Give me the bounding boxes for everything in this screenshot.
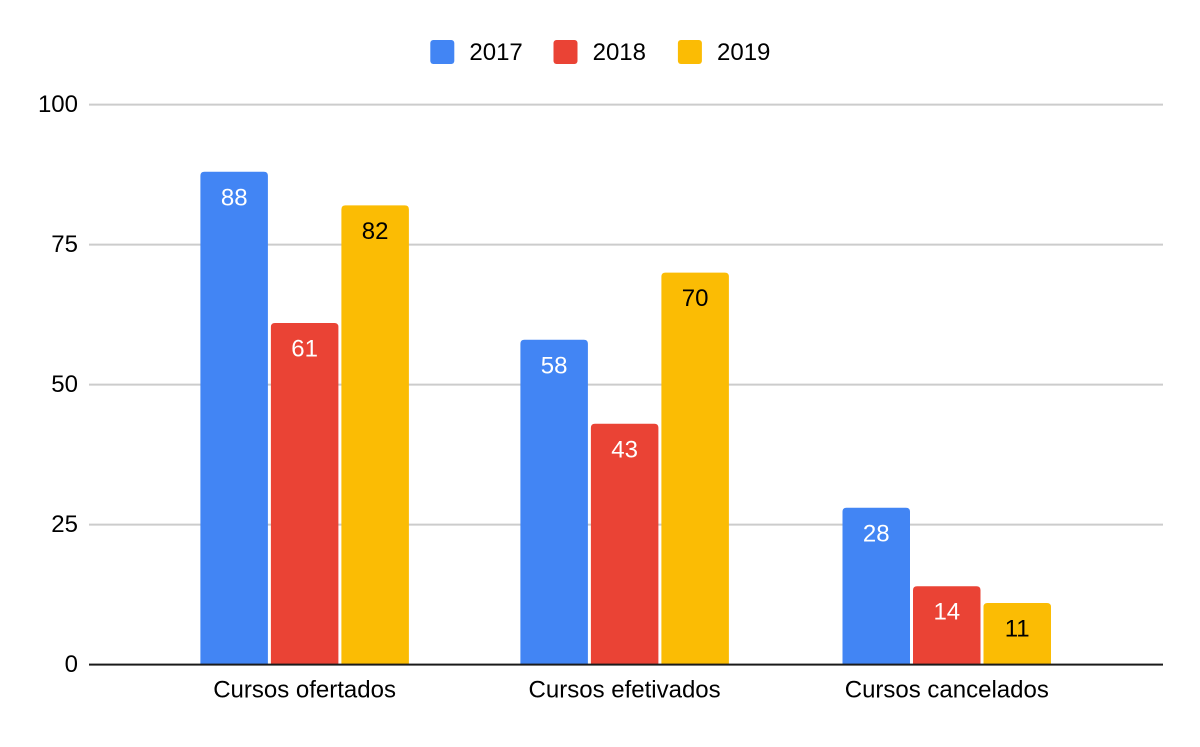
- svg-text:43: 43: [611, 436, 638, 463]
- svg-text:2017: 2017: [469, 39, 522, 66]
- svg-text:70: 70: [682, 285, 709, 312]
- svg-text:28: 28: [863, 520, 890, 547]
- svg-text:50: 50: [51, 371, 78, 398]
- svg-text:11: 11: [1005, 616, 1030, 643]
- svg-text:Cursos cancelados: Cursos cancelados: [845, 677, 1049, 704]
- svg-text:2019: 2019: [717, 39, 770, 66]
- svg-text:14: 14: [933, 599, 960, 626]
- svg-text:2018: 2018: [593, 39, 646, 66]
- svg-text:61: 61: [291, 336, 318, 363]
- svg-text:25: 25: [51, 511, 78, 538]
- svg-text:75: 75: [51, 231, 78, 258]
- svg-text:100: 100: [38, 91, 78, 118]
- svg-text:88: 88: [221, 184, 248, 211]
- svg-text:82: 82: [362, 218, 389, 245]
- svg-text:58: 58: [541, 352, 568, 379]
- svg-text:Cursos efetivados: Cursos efetivados: [529, 677, 721, 704]
- svg-text:0: 0: [65, 651, 78, 678]
- svg-text:Cursos ofertados: Cursos ofertados: [213, 677, 396, 704]
